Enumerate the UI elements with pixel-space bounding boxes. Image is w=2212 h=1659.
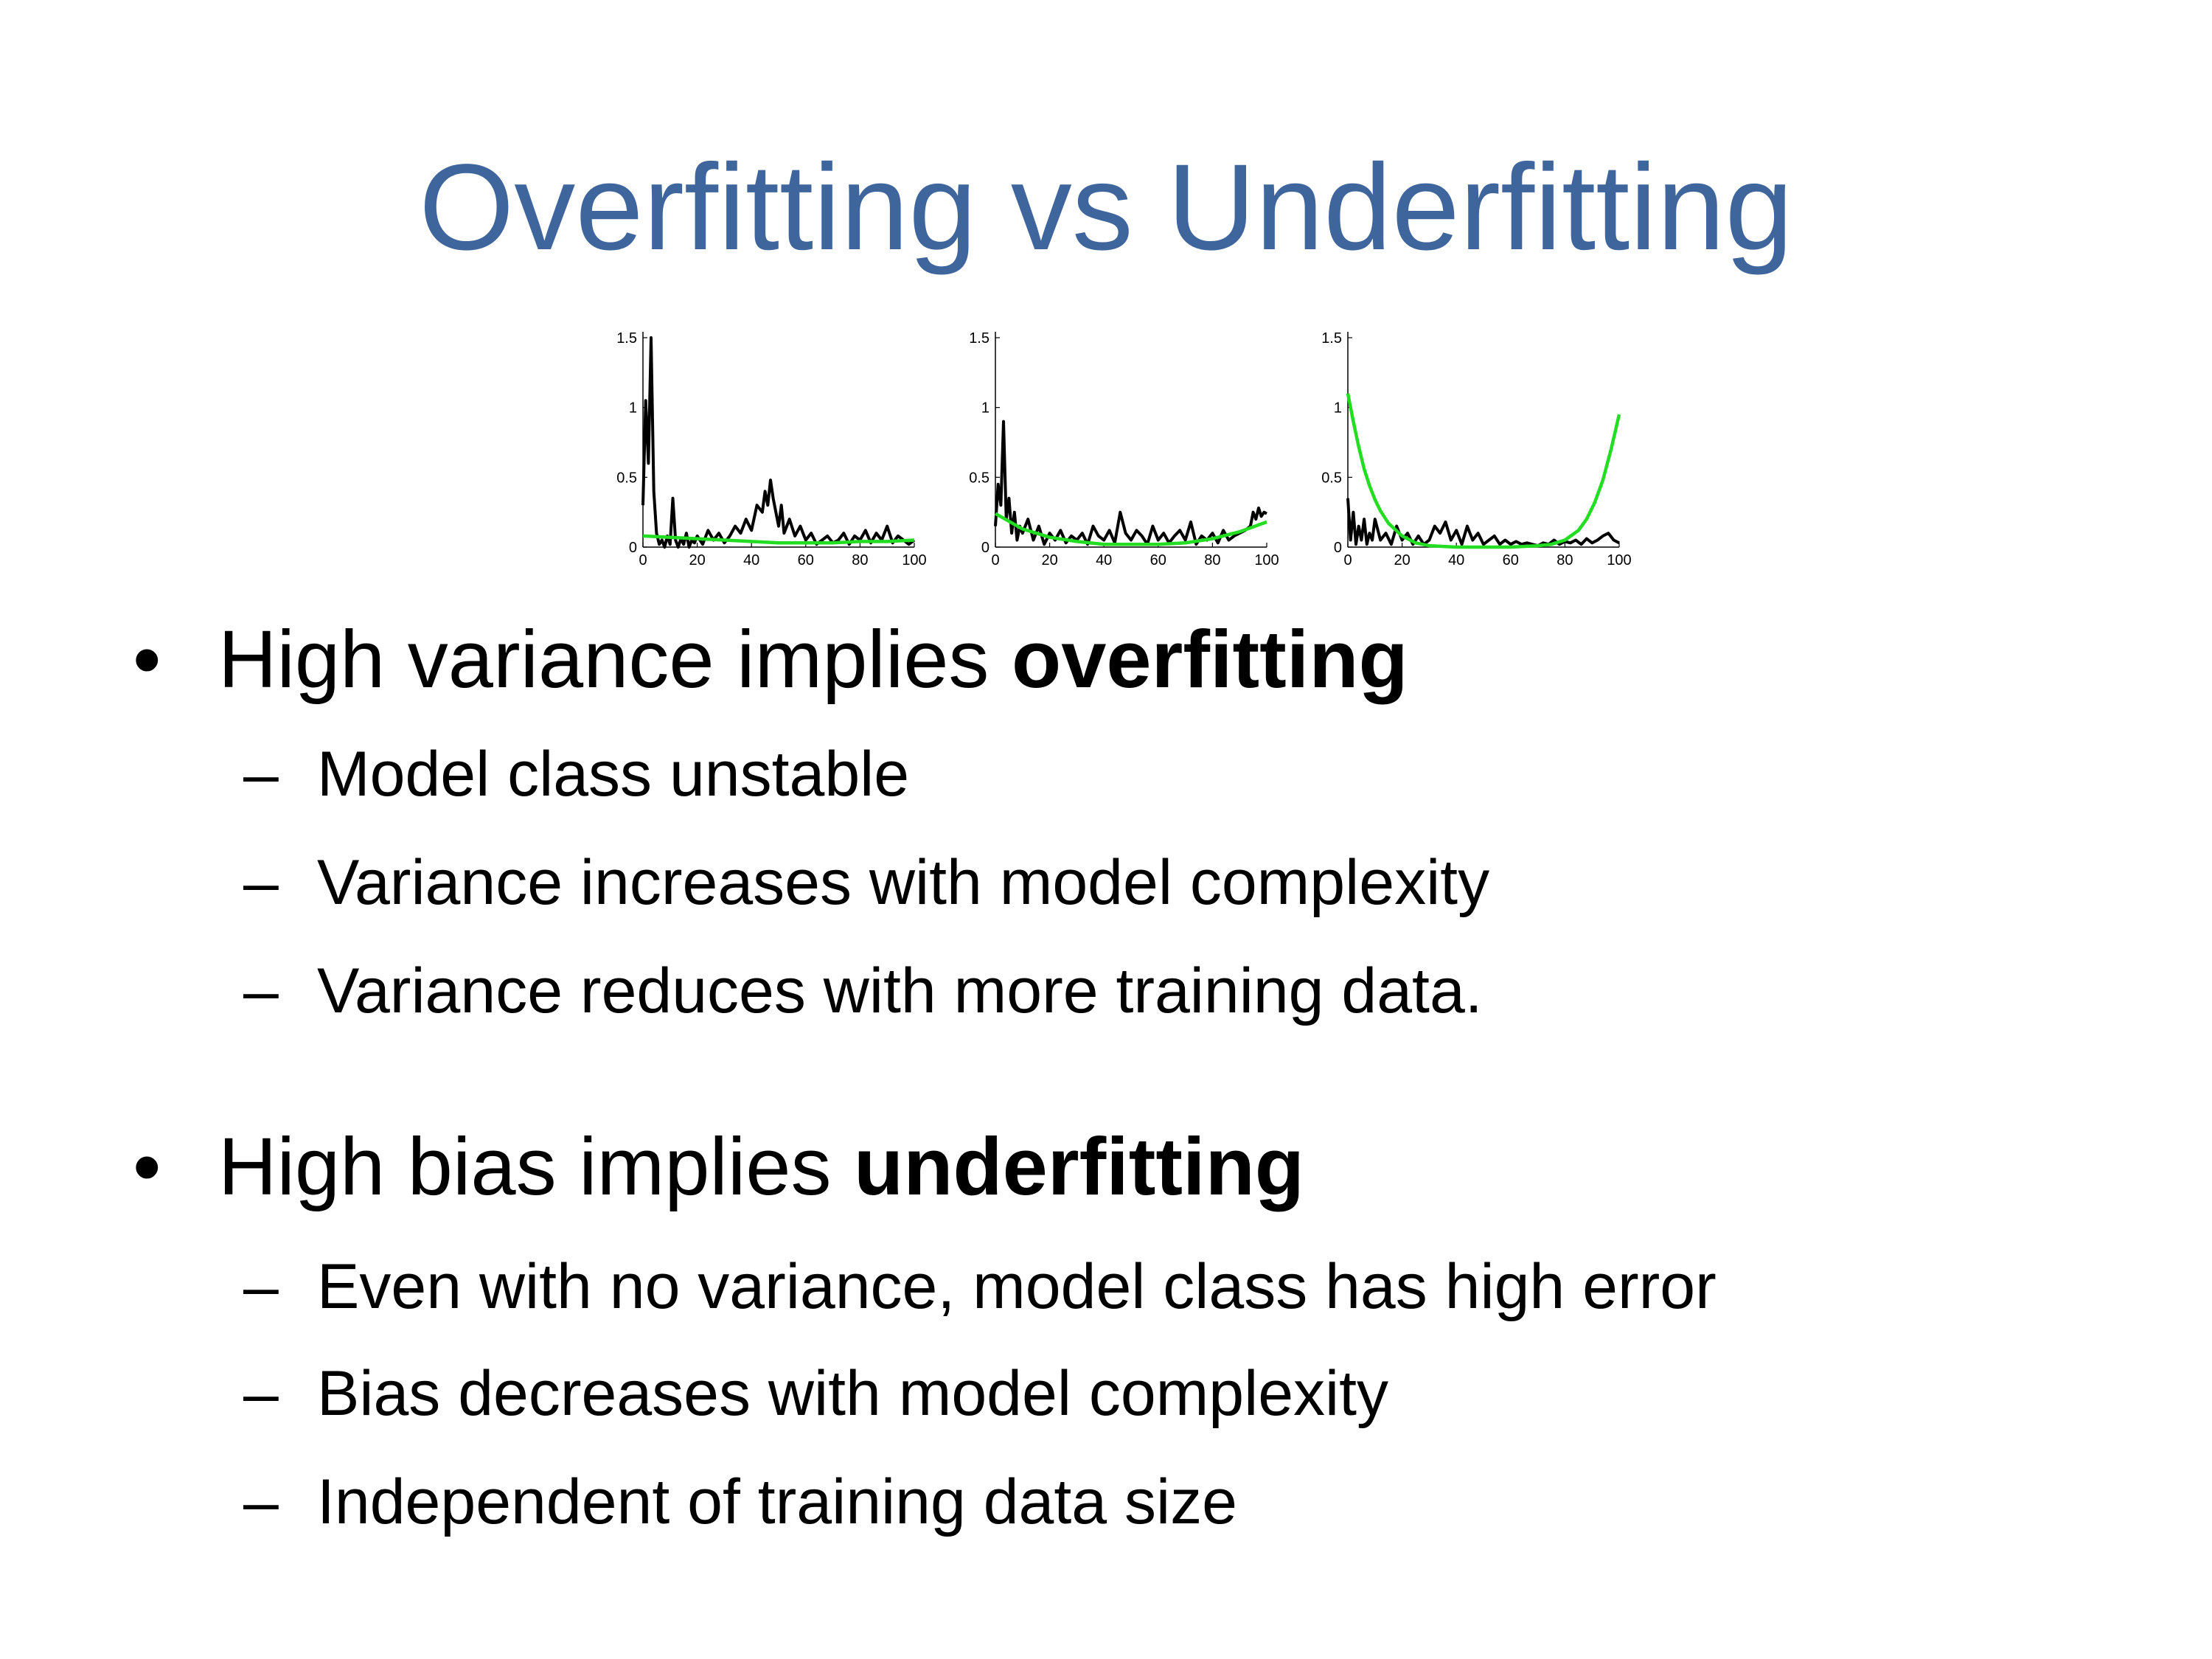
plot-3-svg: 0 20 40 60 80 100 0 0.5 1 1.5 xyxy=(1321,330,1632,568)
y-tick-label: 1 xyxy=(629,400,637,417)
subitem-text: Variance increases with model complexity xyxy=(317,847,1490,918)
bullet-text: High variance implies overfitting xyxy=(218,612,1408,708)
plot-1-svg: 0 20 40 60 80 100 0 0.5 1 1.5 xyxy=(616,330,927,568)
series-line-black xyxy=(1346,498,1620,548)
bullet-text-prefix: High variance implies xyxy=(218,614,1012,705)
x-tick-label: 0 xyxy=(639,552,647,568)
x-tick-label: 40 xyxy=(743,552,759,568)
y-tick-label: 1 xyxy=(981,400,990,417)
y-tick-label: 1.5 xyxy=(616,330,637,347)
x-tick-label: 40 xyxy=(1096,552,1112,568)
subitem-text: Model class unstable xyxy=(317,739,910,810)
series-line-green xyxy=(1346,393,1621,549)
subitem-marker: – xyxy=(243,1467,279,1537)
series-line-black xyxy=(994,420,1267,546)
x-tick-label: 20 xyxy=(1041,552,1057,568)
plot-high-bias: 0 20 40 60 80 100 0 0.5 1 1.5 xyxy=(1295,324,1663,575)
subitem-text: Independent of training data size xyxy=(317,1467,1237,1537)
x-tick-label: 60 xyxy=(1503,552,1519,568)
y-tick-label: 0 xyxy=(981,540,990,556)
x-tick-label: 40 xyxy=(1448,552,1464,568)
bullet-text-bold: overfitting xyxy=(1012,614,1408,705)
x-tick-label: 20 xyxy=(689,552,705,568)
subitem-marker: – xyxy=(243,956,279,1026)
bullet-marker: • xyxy=(133,614,161,705)
y-tick-label: 1 xyxy=(1334,400,1342,417)
x-tick-label: 60 xyxy=(1150,552,1166,568)
x-tick-label: 0 xyxy=(1343,552,1352,568)
plot-2-svg: 0 20 40 60 80 100 0 0.5 1 1.5 xyxy=(969,330,1279,568)
y-tick-label: 1.5 xyxy=(1321,330,1342,347)
x-tick-label: 100 xyxy=(1254,552,1279,568)
series-line-green xyxy=(642,534,915,545)
subitem-marker: – xyxy=(243,1358,279,1429)
subitem-text: Bias decreases with model complexity xyxy=(317,1358,1389,1429)
y-tick-label: 1.5 xyxy=(969,330,990,347)
y-tick-label: 0.5 xyxy=(969,470,990,486)
plot-balanced: 0 20 40 60 80 100 0 0.5 1 1.5 xyxy=(942,324,1311,575)
series-line-black xyxy=(641,336,916,549)
x-tick-label: 20 xyxy=(1394,552,1410,568)
x-tick-label: 80 xyxy=(852,552,868,568)
y-tick-label: 0.5 xyxy=(616,470,637,486)
subitem-marker: – xyxy=(243,739,279,810)
x-tick-label: 100 xyxy=(902,552,926,568)
slide-title: Overfitting vs Underfitting xyxy=(419,139,1793,276)
x-tick-label: 0 xyxy=(991,552,999,568)
series-line-green xyxy=(994,512,1267,546)
y-tick-label: 0 xyxy=(629,540,637,556)
bullet-marker: • xyxy=(133,1121,161,1212)
y-tick-label: 0 xyxy=(1334,540,1342,556)
x-tick-label: 80 xyxy=(1557,552,1573,568)
bullet-text-bold: underfitting xyxy=(854,1121,1304,1212)
subitem-marker: – xyxy=(243,1251,279,1322)
subitem-text: Variance reduces with more training data… xyxy=(317,956,1483,1026)
x-tick-label: 100 xyxy=(1607,552,1631,568)
x-tick-label: 80 xyxy=(1204,552,1220,568)
x-tick-label: 60 xyxy=(798,552,814,568)
subitem-marker: – xyxy=(243,847,279,918)
plot-high-variance: 0 20 40 60 80 100 0 0.5 1 1.5 xyxy=(590,324,959,575)
bullet-text-prefix: High bias implies xyxy=(218,1121,855,1212)
y-tick-label: 0.5 xyxy=(1321,470,1342,486)
bullet-text: High bias implies underfitting xyxy=(218,1119,1304,1215)
subitem-text: Even with no variance, model class has h… xyxy=(317,1251,1717,1322)
